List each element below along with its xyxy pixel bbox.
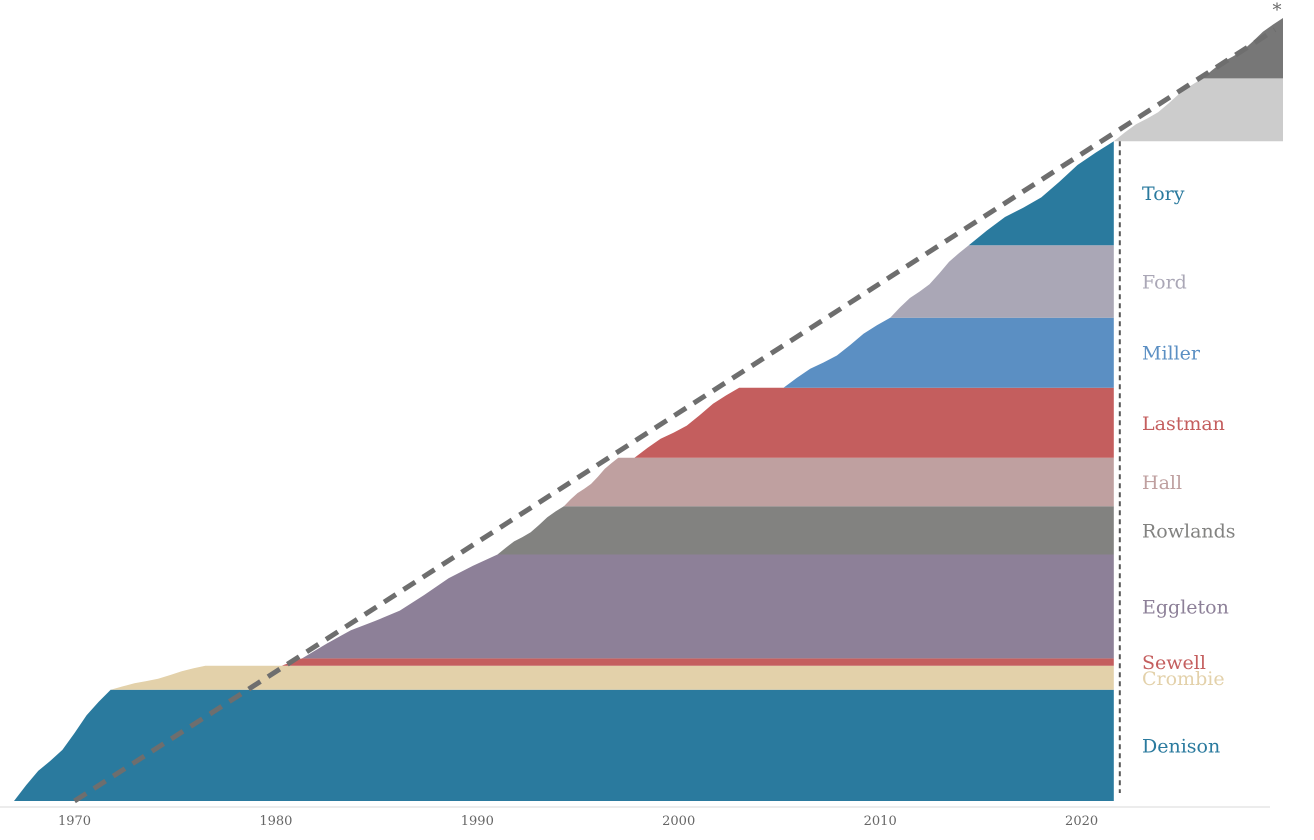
- area-tory: [968, 141, 1114, 246]
- area-denison: [14, 689, 1114, 801]
- series-label-lastman: Lastman: [1142, 413, 1225, 435]
- area-hall: [563, 457, 1114, 507]
- area-sewell: [281, 658, 1114, 666]
- area-crombie: [110, 665, 1114, 690]
- x-axis-ticks: 1970 1980 1990 2000 2010 2020: [58, 814, 1098, 829]
- area-miller: [783, 317, 1114, 388]
- series-label-hall: Hall: [1142, 472, 1182, 494]
- area-ford: [890, 245, 1114, 318]
- series-label-crombie: Crombie: [1142, 668, 1225, 690]
- series-label-sewell: Sewell: [1142, 652, 1206, 674]
- series-label-miller: Miller: [1142, 343, 1201, 365]
- series-label-rowlands: Rowlands: [1142, 520, 1236, 542]
- area-rowlands: [497, 506, 1114, 555]
- series-label-eggleton: Eggleton: [1142, 597, 1229, 619]
- diagonal-dashed-line: [73, 27, 1277, 804]
- series-label-denison: Denison: [1142, 735, 1220, 757]
- series-label-ford: Ford: [1142, 271, 1187, 293]
- area-lastman: [634, 387, 1114, 458]
- area-series-group: [14, 18, 1283, 801]
- x-tick-2020: 2020: [1065, 814, 1098, 829]
- series-label-tory: Tory: [1142, 183, 1185, 205]
- x-tick-1970: 1970: [58, 814, 91, 829]
- x-tick-1980: 1980: [259, 814, 292, 829]
- x-tick-2000: 2000: [662, 814, 695, 829]
- x-tick-1990: 1990: [461, 814, 494, 829]
- area-future-10: [1113, 78, 1283, 142]
- guide-lines: [0, 27, 1277, 808]
- x-tick-2010: 2010: [864, 814, 897, 829]
- diagonal-end-marker: *: [1273, 0, 1282, 21]
- area-eggleton: [302, 554, 1114, 659]
